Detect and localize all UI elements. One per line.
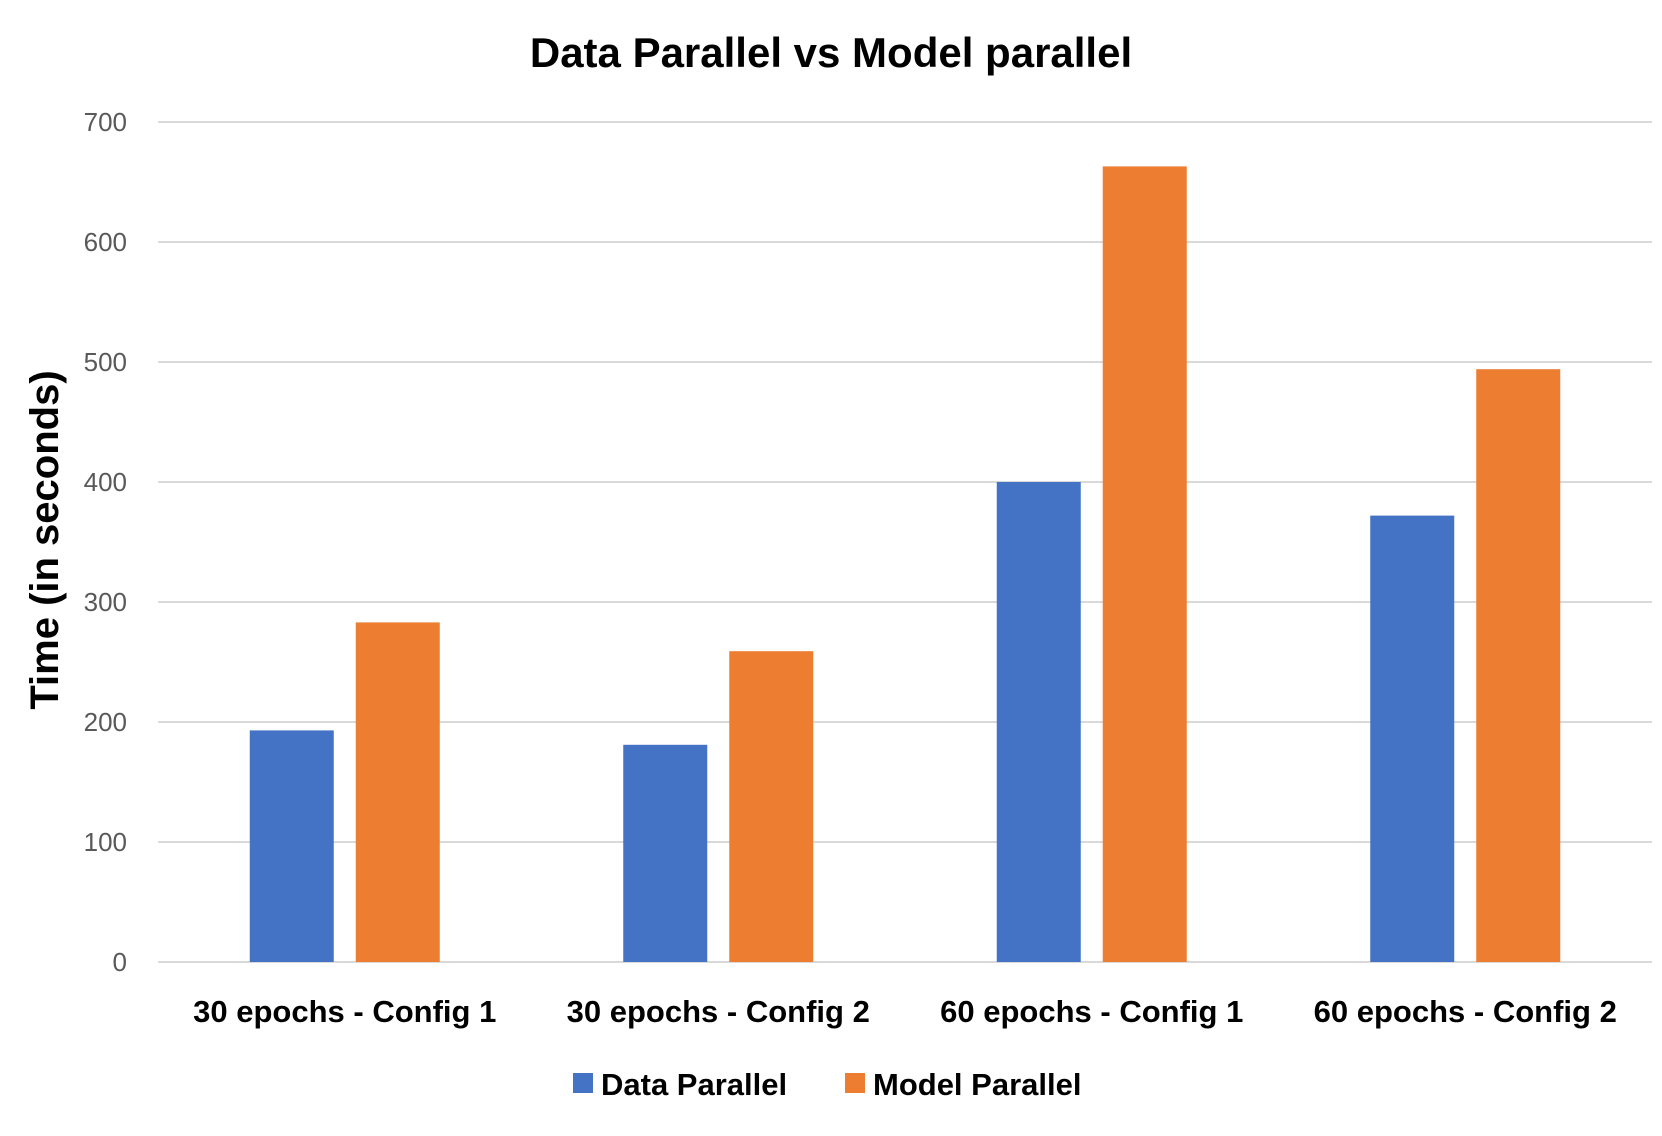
y-tick-label: 100	[84, 827, 127, 857]
x-axis-ticks: 30 epochs - Config 1 30 epochs - Config 2…	[193, 994, 1617, 1029]
x-tick-label: 60 epochs - Config 2	[1314, 994, 1617, 1029]
y-tick-label: 200	[84, 707, 127, 737]
chart-title: Data Parallel vs Model parallel	[530, 29, 1132, 76]
y-axis-ticks: 0 100 200 300 400 500 600 700	[84, 107, 127, 977]
legend-label: Data Parallel	[601, 1067, 787, 1102]
x-tick-label: 60 epochs - Config 1	[940, 994, 1243, 1029]
y-tick-label: 500	[84, 347, 127, 377]
x-tick-label: 30 epochs - Config 1	[193, 994, 496, 1029]
legend-swatch	[573, 1073, 593, 1093]
y-axis-label: Time (in seconds)	[23, 370, 67, 709]
y-tick-label: 600	[84, 227, 127, 257]
bars	[249, 166, 1561, 962]
bar-model-parallel	[1476, 369, 1561, 962]
bar-data-parallel	[1370, 515, 1455, 962]
y-tick-label: 700	[84, 107, 127, 137]
legend-swatch	[845, 1073, 865, 1093]
bar-data-parallel	[623, 744, 708, 962]
y-tick-label: 0	[113, 947, 127, 977]
y-tick-label: 400	[84, 467, 127, 497]
legend: Data Parallel Model Parallel	[573, 1067, 1081, 1102]
bar-model-parallel	[1102, 166, 1187, 962]
legend-label: Model Parallel	[873, 1067, 1081, 1102]
bar-data-parallel	[996, 482, 1081, 962]
bar-model-parallel	[355, 622, 440, 962]
y-tick-label: 300	[84, 587, 127, 617]
bar-model-parallel	[729, 651, 814, 962]
x-tick-label: 30 epochs - Config 2	[567, 994, 870, 1029]
bar-data-parallel	[249, 730, 334, 962]
